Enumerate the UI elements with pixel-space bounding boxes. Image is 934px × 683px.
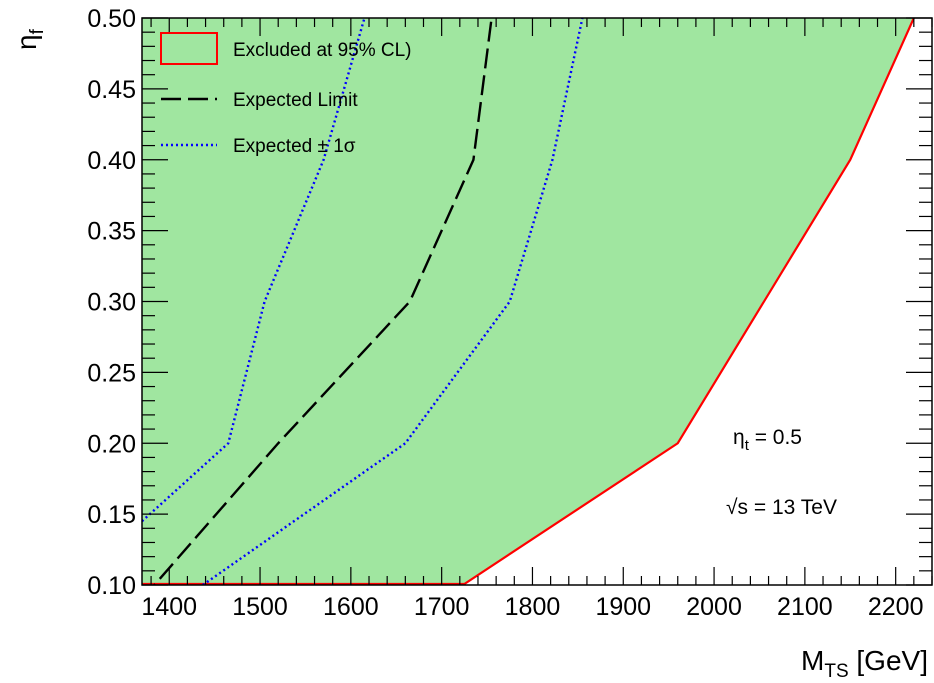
legend-swatch-excluded — [160, 32, 218, 65]
y-tick-label: 0.50 — [87, 5, 136, 33]
legend-label-expected: Expected Limit — [233, 90, 358, 111]
y-tick-label: 0.20 — [87, 430, 136, 458]
annotations: ηt = 0.5 √s = 13 TeV — [726, 426, 837, 519]
x-tick-label: 2100 — [777, 593, 833, 621]
x-tick-label: 1700 — [414, 593, 470, 621]
y-axis-title: ηf — [11, 28, 48, 50]
legend-label-excluded: Excluded at 95% CL) — [233, 40, 412, 61]
x-tick-label: 1800 — [505, 593, 561, 621]
x-tick-label: 2200 — [868, 593, 924, 621]
y-tick-label: 0.25 — [87, 359, 136, 387]
expected-limit-line — [152, 18, 493, 585]
x-tick-label: 1600 — [323, 593, 379, 621]
y-tick-label: 0.45 — [87, 76, 136, 104]
y-tick-label: 0.40 — [87, 147, 136, 175]
plot-area: 1400 1500 1600 1700 1800 1900 2000 2100 2200 0.10… — [11, 5, 933, 682]
expected-sigma-line-1 — [142, 18, 366, 523]
y-tick-label: 0.10 — [87, 572, 136, 600]
x-tick-label: 2000 — [686, 593, 742, 621]
observed-limit-line — [142, 18, 915, 585]
legend-label-sigma: Expected ± 1σ — [233, 136, 356, 157]
plot-inner — [142, 18, 915, 585]
annotation-eta-t: ηt = 0.5 — [733, 426, 802, 454]
y-tick-label: 0.35 — [87, 218, 136, 246]
excluded-region — [142, 18, 914, 585]
x-tick-label: 1900 — [595, 593, 651, 621]
y-tick-label: 0.30 — [87, 289, 136, 317]
annotation-sqrt-s: √s = 13 TeV — [726, 496, 837, 519]
y-tick-label: 0.15 — [87, 501, 136, 529]
x-tick-label: 1400 — [141, 593, 197, 621]
x-axis-title: MTS [GeV] — [801, 645, 928, 682]
x-tick-label: 1500 — [232, 593, 288, 621]
legend: Excluded at 95% CL) Expected Limit Expecte… — [160, 32, 412, 157]
